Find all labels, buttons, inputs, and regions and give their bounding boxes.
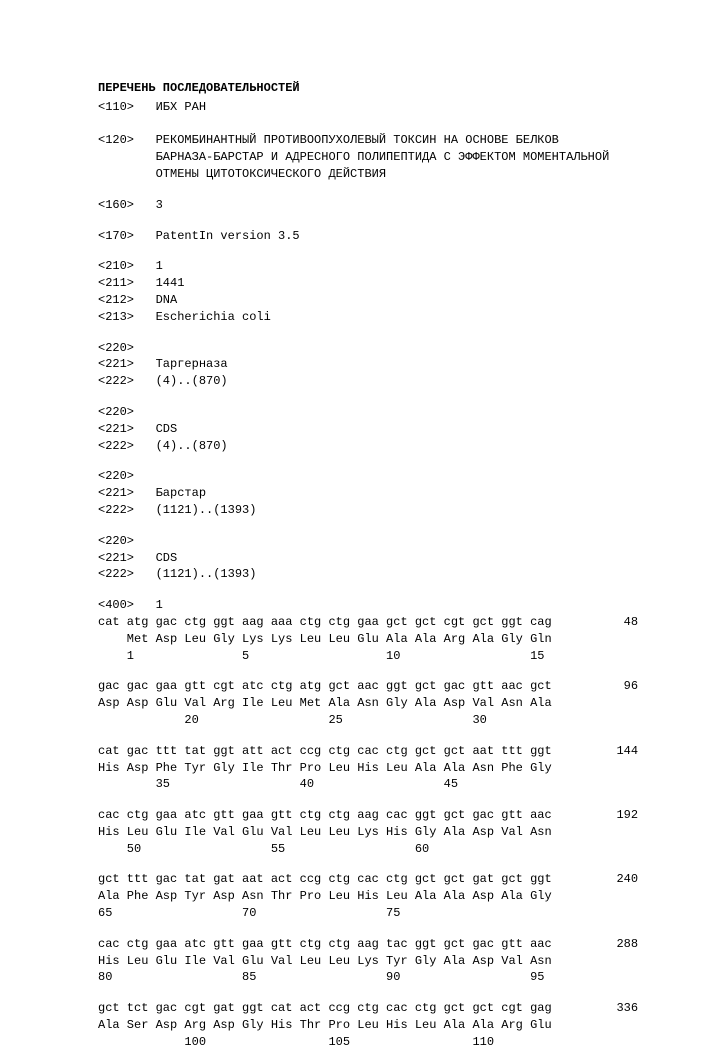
seq-codon-row: cat gac ttt tat ggt att act ccg ctg cac …	[98, 743, 637, 760]
tag-line: <210> 1	[98, 259, 163, 273]
tag-line: <220>	[98, 534, 134, 548]
tag-block: <400> 1	[98, 597, 637, 614]
tag-line: <222> (1121)..(1393)	[98, 503, 256, 517]
seq-amino-row: His Leu Glu Ile Val Glu Val Leu Leu Lys …	[98, 953, 637, 970]
seq-codon-row: gct tct gac cgt gat ggt cat act ccg ctg …	[98, 1000, 637, 1017]
seq-index-row: 35 40 45	[98, 776, 637, 793]
seq-codon-row: gac gac gaa gtt cgt atc ctg atg gct aac …	[98, 678, 637, 695]
seq-codon-row: cac ctg gaa atc gtt gaa gtt ctg ctg aag …	[98, 807, 637, 824]
tag-line: <170> PatentIn version 3.5	[98, 229, 300, 243]
seq-amino-row: His Asp Phe Tyr Gly Ile Thr Pro Leu His …	[98, 760, 637, 777]
tag-line: <400> 1	[98, 598, 163, 612]
header-line: ОТМЕНЫ ЦИТОТОКСИЧЕСКОГО ДЕЙСТВИЯ	[98, 167, 386, 181]
sequence-group: cat gac ttt tat ggt att act ccg ctg cac …	[98, 743, 637, 793]
header-block: <110> ИБХ РАН <120> РЕКОМБИНАНТНЫЙ ПРОТИ…	[98, 99, 637, 183]
tag-line: <221> CDS	[98, 551, 177, 565]
section-title: ПЕРЕЧЕНЬ ПОСЛЕДОВАТЕЛЬНОСТЕЙ	[98, 80, 637, 97]
tag-line: <220>	[98, 405, 134, 419]
seq-codon-row: gct ttt gac tat gat aat act ccg ctg cac …	[98, 871, 637, 888]
sequence-group: gac gac gaa gtt cgt atc ctg atg gct aac …	[98, 678, 637, 728]
seq-amino-row: Asp Asp Glu Val Arg Ile Leu Met Ala Asn …	[98, 695, 637, 712]
seq-index-row: 65 70 75	[98, 905, 637, 922]
tag-block: <160> 3	[98, 197, 637, 214]
seq-amino-row: His Leu Glu Ile Val Glu Val Leu Leu Lys …	[98, 824, 637, 841]
tag-block: <220> <221> Барстар <222> (1121)..(1393)	[98, 468, 637, 518]
seq-codon-row: cat atg gac ctg ggt aag aaa ctg ctg gaa …	[98, 614, 637, 631]
tag-line: <220>	[98, 469, 134, 483]
tag-block: <170> PatentIn version 3.5	[98, 228, 637, 245]
seq-amino-row: Met Asp Leu Gly Lys Lys Leu Leu Glu Ala …	[98, 631, 637, 648]
seq-index-row: 100 105 110	[98, 1034, 637, 1051]
seq-index-row: 20 25 30	[98, 712, 637, 729]
tag-line: <211> 1441	[98, 276, 184, 290]
header-line: <120> РЕКОМБИНАНТНЫЙ ПРОТИВООПУХОЛЕВЫЙ Т…	[98, 133, 559, 147]
tag-line: <221> CDS	[98, 422, 177, 436]
tag-line: <222> (1121)..(1393)	[98, 567, 256, 581]
tag-line: <160> 3	[98, 198, 163, 212]
seq-amino-row: Ala Phe Asp Tyr Asp Asn Thr Pro Leu His …	[98, 888, 637, 905]
seq-index-row: 1 5 10 15	[98, 648, 637, 665]
seq-amino-row: Ala Ser Asp Arg Asp Gly His Thr Pro Leu …	[98, 1017, 637, 1034]
tag-line: <221> Таргерназа	[98, 357, 228, 371]
header-line: БАРНАЗА-БАРСТАР И АДРЕСНОГО ПОЛИПЕПТИДА …	[98, 150, 609, 164]
tag-block: <210> 1 <211> 1441 <212> DNA <213> Esche…	[98, 258, 637, 325]
sequence-group: gct tct gac cgt gat ggt cat act ccg ctg …	[98, 1000, 637, 1050]
tag-block: <220> <221> CDS <222> (4)..(870)	[98, 404, 637, 454]
tag-line: <213> Escherichia coli	[98, 310, 271, 324]
sequence-listing: cat atg gac ctg ggt aag aaa ctg ctg gaa …	[98, 614, 637, 1051]
tag-line: <220>	[98, 341, 134, 355]
seq-codon-row: cac ctg gaa atc gtt gaa gtt ctg ctg aag …	[98, 936, 637, 953]
tag-line: <222> (4)..(870)	[98, 374, 228, 388]
sequence-group: cac ctg gaa atc gtt gaa gtt ctg ctg aag …	[98, 807, 637, 857]
tag-line: <212> DNA	[98, 293, 177, 307]
sequence-group: gct ttt gac tat gat aat act ccg ctg cac …	[98, 871, 637, 921]
tag-block: <220> <221> CDS <222> (1121)..(1393)	[98, 533, 637, 583]
tag-line: <222> (4)..(870)	[98, 439, 228, 453]
seq-index-row: 50 55 60	[98, 841, 637, 858]
header-line: <110> ИБХ РАН	[98, 100, 206, 114]
tag-block: <220> <221> Таргерназа <222> (4)..(870)	[98, 340, 637, 390]
sequence-group: cat atg gac ctg ggt aag aaa ctg ctg gaa …	[98, 614, 637, 664]
tag-line: <221> Барстар	[98, 486, 206, 500]
sequence-group: cac ctg gaa atc gtt gaa gtt ctg ctg aag …	[98, 936, 637, 986]
seq-index-row: 80 85 90 95	[98, 969, 637, 986]
